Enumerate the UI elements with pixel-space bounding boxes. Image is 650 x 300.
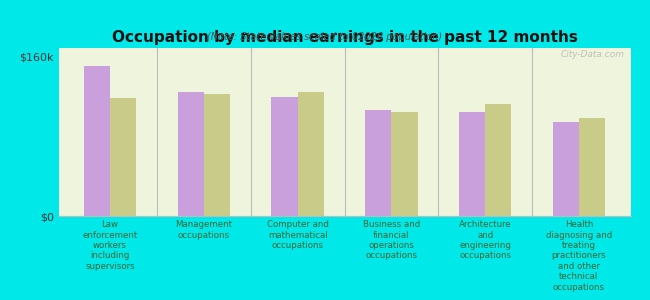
Text: (Note: State values scaled to 02026 population): (Note: State values scaled to 02026 popu… [207,32,443,41]
Bar [579,118,605,216]
Bar [110,98,136,216]
Bar [177,92,204,216]
Bar [298,92,324,216]
Bar [391,112,418,216]
Bar [552,122,579,216]
Bar [84,66,110,216]
Bar [459,112,485,216]
Title: Occupation by median earnings in the past 12 months: Occupation by median earnings in the pas… [112,30,577,45]
Bar [485,104,512,216]
Bar [365,110,391,216]
Bar [204,94,230,216]
Bar [271,97,298,216]
Text: City-Data.com: City-Data.com [561,50,625,59]
